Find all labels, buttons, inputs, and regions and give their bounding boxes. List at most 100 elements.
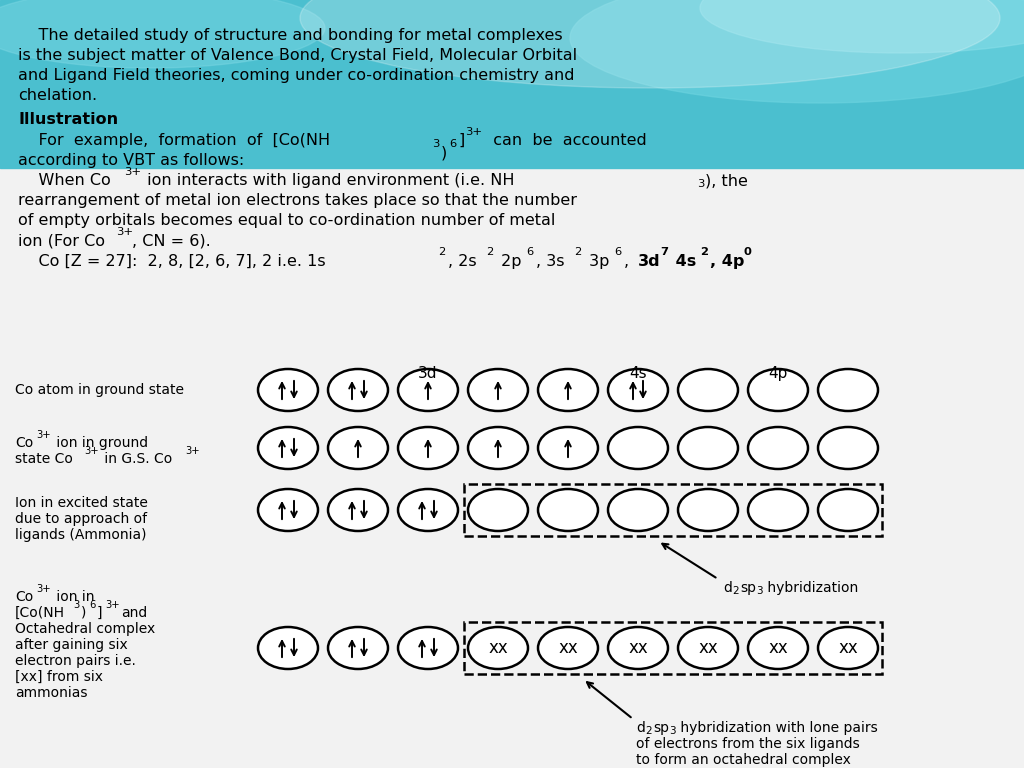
Text: Co: Co bbox=[15, 436, 33, 450]
Text: ammonias: ammonias bbox=[15, 686, 87, 700]
Text: , CN = 6).: , CN = 6). bbox=[132, 233, 211, 248]
Ellipse shape bbox=[538, 427, 598, 469]
Text: The detailed study of structure and bonding for metal complexes: The detailed study of structure and bond… bbox=[18, 28, 562, 43]
Text: 3: 3 bbox=[669, 726, 676, 736]
Text: 0: 0 bbox=[744, 247, 752, 257]
Text: Co [Z = 27]:  2, 8, [2, 6, 7], 2 i.e. 1s: Co [Z = 27]: 2, 8, [2, 6, 7], 2 i.e. 1s bbox=[18, 254, 326, 269]
Text: 7: 7 bbox=[660, 247, 668, 257]
Ellipse shape bbox=[328, 369, 388, 411]
Text: ]: ] bbox=[458, 133, 464, 148]
Ellipse shape bbox=[468, 627, 528, 669]
Text: 3+: 3+ bbox=[36, 430, 50, 440]
Ellipse shape bbox=[538, 369, 598, 411]
Text: 4p: 4p bbox=[768, 366, 787, 381]
Text: state Co: state Co bbox=[15, 452, 73, 466]
Text: 3+: 3+ bbox=[185, 446, 200, 456]
Text: 3+: 3+ bbox=[84, 446, 98, 456]
Ellipse shape bbox=[678, 427, 738, 469]
Text: 3d: 3d bbox=[418, 366, 437, 381]
Ellipse shape bbox=[468, 427, 528, 469]
Ellipse shape bbox=[258, 369, 318, 411]
Text: d: d bbox=[636, 721, 645, 735]
Text: xx: xx bbox=[628, 639, 648, 657]
Ellipse shape bbox=[328, 427, 388, 469]
Text: ,: , bbox=[624, 254, 634, 269]
Text: , 3s: , 3s bbox=[536, 254, 564, 269]
Text: Octahedral complex: Octahedral complex bbox=[15, 622, 156, 636]
Text: of electrons from the six ligands: of electrons from the six ligands bbox=[636, 737, 860, 751]
Ellipse shape bbox=[818, 427, 878, 469]
Text: 6: 6 bbox=[89, 600, 95, 610]
Text: d: d bbox=[723, 581, 732, 595]
Text: 3+: 3+ bbox=[465, 127, 482, 137]
Text: sp: sp bbox=[740, 581, 756, 595]
Text: , 4p: , 4p bbox=[710, 254, 744, 269]
Ellipse shape bbox=[608, 369, 668, 411]
Text: 3+: 3+ bbox=[105, 600, 120, 610]
Text: 3: 3 bbox=[73, 600, 79, 610]
Text: ]: ] bbox=[97, 606, 102, 620]
Text: electron pairs i.e.: electron pairs i.e. bbox=[15, 654, 136, 668]
Ellipse shape bbox=[608, 427, 668, 469]
Ellipse shape bbox=[748, 369, 808, 411]
Text: 6: 6 bbox=[449, 139, 457, 149]
Ellipse shape bbox=[608, 627, 668, 669]
Bar bbox=[464, 622, 882, 674]
Ellipse shape bbox=[258, 427, 318, 469]
Text: 2: 2 bbox=[700, 247, 708, 257]
Ellipse shape bbox=[328, 627, 388, 669]
Text: 2: 2 bbox=[732, 586, 738, 596]
Ellipse shape bbox=[468, 489, 528, 531]
Text: ion in ground: ion in ground bbox=[52, 436, 148, 450]
Text: to form an octahedral complex: to form an octahedral complex bbox=[636, 753, 851, 767]
Ellipse shape bbox=[678, 489, 738, 531]
Text: xx: xx bbox=[838, 639, 858, 657]
Text: xx: xx bbox=[488, 639, 508, 657]
Text: Illustration: Illustration bbox=[18, 112, 118, 127]
Text: 2: 2 bbox=[438, 247, 445, 257]
Text: , 2s: , 2s bbox=[449, 254, 476, 269]
Bar bbox=[464, 484, 882, 536]
Text: of empty orbitals becomes equal to co-ordination number of metal: of empty orbitals becomes equal to co-or… bbox=[18, 213, 555, 228]
Ellipse shape bbox=[398, 369, 458, 411]
Text: ): ) bbox=[81, 606, 86, 620]
Text: is the subject matter of Valence Bond, Crystal Field, Molecular Orbital: is the subject matter of Valence Bond, C… bbox=[18, 48, 578, 63]
Ellipse shape bbox=[258, 627, 318, 669]
Ellipse shape bbox=[398, 627, 458, 669]
Text: ), the: ), the bbox=[705, 173, 748, 188]
Ellipse shape bbox=[748, 489, 808, 531]
Text: chelation.: chelation. bbox=[18, 88, 97, 103]
Text: Co: Co bbox=[15, 590, 33, 604]
Text: hybridization: hybridization bbox=[763, 581, 858, 595]
Text: 4s: 4s bbox=[629, 366, 647, 381]
Text: and Ligand Field theories, coming under co-ordination chemistry and: and Ligand Field theories, coming under … bbox=[18, 68, 574, 83]
Text: hybridization with lone pairs: hybridization with lone pairs bbox=[676, 721, 878, 735]
Text: xx: xx bbox=[558, 639, 578, 657]
Text: ion (For Co: ion (For Co bbox=[18, 233, 105, 248]
Ellipse shape bbox=[328, 489, 388, 531]
Text: ion interacts with ligand environment (i.e. NH: ion interacts with ligand environment (i… bbox=[142, 173, 514, 188]
Ellipse shape bbox=[818, 369, 878, 411]
Text: xx: xx bbox=[698, 639, 718, 657]
Text: 6: 6 bbox=[526, 247, 534, 257]
Ellipse shape bbox=[678, 627, 738, 669]
Text: 3+: 3+ bbox=[116, 227, 133, 237]
Text: 2: 2 bbox=[645, 726, 651, 736]
Text: sp: sp bbox=[653, 721, 669, 735]
Text: 4s: 4s bbox=[670, 254, 696, 269]
Text: 2: 2 bbox=[574, 247, 582, 257]
Ellipse shape bbox=[300, 0, 1000, 88]
Text: [xx] from six: [xx] from six bbox=[15, 670, 103, 684]
Ellipse shape bbox=[818, 489, 878, 531]
Text: 3+: 3+ bbox=[36, 584, 50, 594]
Text: xx: xx bbox=[768, 639, 787, 657]
Text: When Co: When Co bbox=[18, 173, 111, 188]
Text: 3p: 3p bbox=[584, 254, 609, 269]
Text: Co atom in ground state: Co atom in ground state bbox=[15, 383, 184, 397]
Ellipse shape bbox=[748, 627, 808, 669]
Text: rearrangement of metal ion electrons takes place so that the number: rearrangement of metal ion electrons tak… bbox=[18, 193, 577, 208]
Text: 3+: 3+ bbox=[124, 167, 141, 177]
Text: can  be  accounted: can be accounted bbox=[483, 133, 647, 148]
Ellipse shape bbox=[818, 627, 878, 669]
Ellipse shape bbox=[468, 369, 528, 411]
